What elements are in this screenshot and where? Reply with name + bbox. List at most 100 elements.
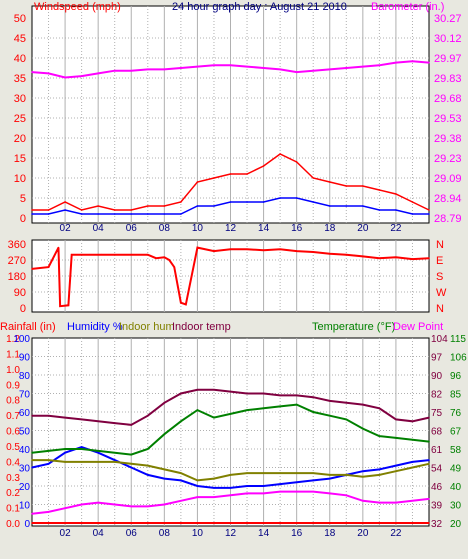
series-point — [163, 503, 166, 506]
wind-ytick: 0 — [20, 213, 26, 225]
wind-ytick: 10 — [14, 173, 26, 185]
series-point — [428, 257, 430, 260]
series-point — [345, 401, 348, 404]
temp-ytick: 39 — [431, 501, 443, 512]
hum-ytick: 0 — [24, 519, 30, 530]
temp-ytick: 90 — [431, 371, 443, 382]
series-point — [428, 498, 430, 500]
temp-ytick: 54 — [431, 464, 443, 475]
wind-lines — [31, 60, 430, 215]
series-point — [130, 505, 133, 508]
series-point — [80, 75, 83, 77]
temp-xtick: 04 — [93, 528, 105, 539]
series-point — [80, 503, 83, 506]
series-point — [47, 209, 50, 211]
series-point — [31, 414, 33, 417]
baro-ytick: 29.83 — [434, 73, 462, 85]
series-point — [378, 189, 381, 191]
series-point — [163, 213, 166, 215]
temp-ytick2: 85 — [450, 390, 462, 401]
series-point — [262, 407, 265, 410]
series-point — [31, 451, 33, 454]
series-point — [155, 257, 157, 260]
temp-grid — [32, 338, 429, 526]
rain-ytick: 0.8 — [6, 396, 20, 407]
rain-ytick: 1.1 — [6, 349, 20, 360]
series-point — [328, 252, 331, 255]
baro-ytick: 28.94 — [434, 193, 462, 205]
series-point — [163, 401, 166, 404]
temp-xtick: 12 — [225, 528, 237, 539]
temp-ytick: 68 — [431, 427, 443, 438]
series-point — [113, 459, 116, 461]
series-point — [312, 69, 315, 72]
series-point — [312, 251, 315, 253]
series-point — [130, 253, 133, 256]
baro-ytick: 30.27 — [434, 13, 462, 25]
series-point — [180, 301, 182, 304]
rain-ytick: 0.0 — [6, 519, 20, 530]
series-point — [345, 418, 348, 421]
series-point — [213, 389, 215, 391]
series-point — [113, 209, 116, 211]
series-point — [180, 500, 182, 502]
series-point — [378, 64, 381, 67]
series-point — [428, 61, 430, 64]
series-point — [295, 481, 298, 484]
series-point — [146, 68, 149, 71]
wind-xtick: 02 — [60, 223, 72, 234]
temp-ytick2: 67 — [450, 427, 462, 438]
series-point — [196, 246, 199, 249]
dir-ytick: 180 — [8, 271, 26, 283]
series-point — [31, 512, 33, 515]
series-point — [130, 213, 133, 215]
series-point — [97, 205, 99, 207]
series-point — [196, 205, 199, 207]
series-point — [395, 501, 397, 504]
series-point — [173, 266, 176, 268]
series-point — [378, 257, 381, 260]
series-point — [279, 197, 281, 199]
series-point — [229, 494, 232, 497]
series-point — [362, 475, 364, 478]
series-point — [130, 69, 133, 72]
series-point — [31, 268, 33, 270]
series-point — [229, 487, 232, 489]
series-point — [345, 67, 348, 69]
series-point — [163, 477, 166, 480]
rain-ytick: 0.2 — [6, 488, 20, 499]
series-point — [229, 64, 232, 67]
direction-lines — [31, 246, 430, 308]
series-point — [57, 246, 60, 249]
series-point — [279, 248, 281, 251]
series-point — [64, 201, 66, 203]
series-point — [312, 479, 315, 482]
series-point — [295, 250, 298, 252]
series-point — [64, 448, 66, 450]
series-point — [395, 193, 397, 195]
series-point — [246, 201, 248, 203]
baro-ytick: 29.97 — [434, 53, 462, 65]
wind-xtick: 20 — [357, 223, 369, 234]
series-point — [395, 61, 397, 64]
wind-xtick: 14 — [258, 223, 270, 234]
barometer-ylabel: Barometer (in.) — [371, 1, 444, 13]
series-point — [97, 213, 99, 215]
temp-ytick2: 96 — [450, 371, 462, 382]
baro-ytick: 30.12 — [434, 33, 462, 45]
series-point — [196, 389, 199, 391]
series-point — [312, 177, 315, 179]
series-point — [312, 396, 315, 399]
wind-xtick: 12 — [225, 223, 237, 234]
series-point — [312, 472, 315, 474]
series-point — [246, 65, 248, 68]
series-point — [180, 479, 182, 482]
series-point — [229, 248, 232, 251]
series-point — [130, 463, 133, 465]
series-point — [213, 477, 215, 480]
series-point — [163, 468, 166, 471]
series-point — [428, 440, 430, 443]
series-point — [163, 205, 166, 207]
series-point — [100, 253, 103, 256]
series-point — [262, 67, 265, 69]
